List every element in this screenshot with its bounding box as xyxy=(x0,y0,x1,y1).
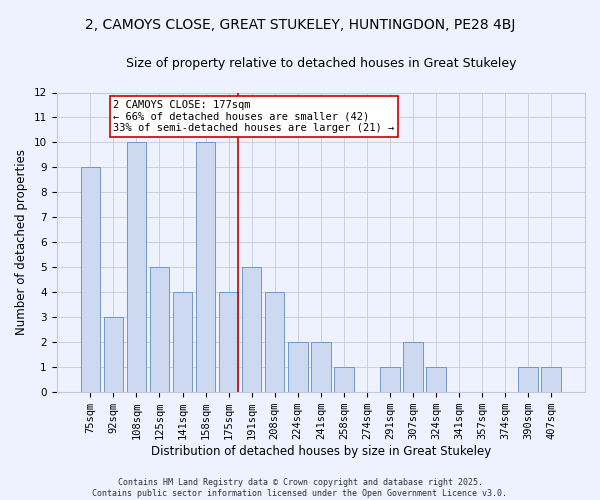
Bar xyxy=(403,342,423,392)
Text: 2, CAMOYS CLOSE, GREAT STUKELEY, HUNTINGDON, PE28 4BJ: 2, CAMOYS CLOSE, GREAT STUKELEY, HUNTING… xyxy=(85,18,515,32)
Bar xyxy=(265,292,284,392)
Title: Size of property relative to detached houses in Great Stukeley: Size of property relative to detached ho… xyxy=(125,58,516,70)
Bar xyxy=(311,342,331,392)
Bar xyxy=(380,367,400,392)
Bar xyxy=(149,267,169,392)
Bar xyxy=(426,367,446,392)
Bar xyxy=(518,367,538,392)
Bar xyxy=(288,342,308,392)
Bar xyxy=(334,367,353,392)
Bar xyxy=(242,267,262,392)
Bar xyxy=(196,142,215,392)
Bar xyxy=(104,317,123,392)
Y-axis label: Number of detached properties: Number of detached properties xyxy=(15,149,28,335)
Bar xyxy=(173,292,193,392)
Bar xyxy=(80,168,100,392)
Text: Contains HM Land Registry data © Crown copyright and database right 2025.
Contai: Contains HM Land Registry data © Crown c… xyxy=(92,478,508,498)
Bar xyxy=(541,367,561,392)
X-axis label: Distribution of detached houses by size in Great Stukeley: Distribution of detached houses by size … xyxy=(151,444,491,458)
Text: 2 CAMOYS CLOSE: 177sqm
← 66% of detached houses are smaller (42)
33% of semi-det: 2 CAMOYS CLOSE: 177sqm ← 66% of detached… xyxy=(113,100,395,133)
Bar xyxy=(219,292,238,392)
Bar xyxy=(127,142,146,392)
